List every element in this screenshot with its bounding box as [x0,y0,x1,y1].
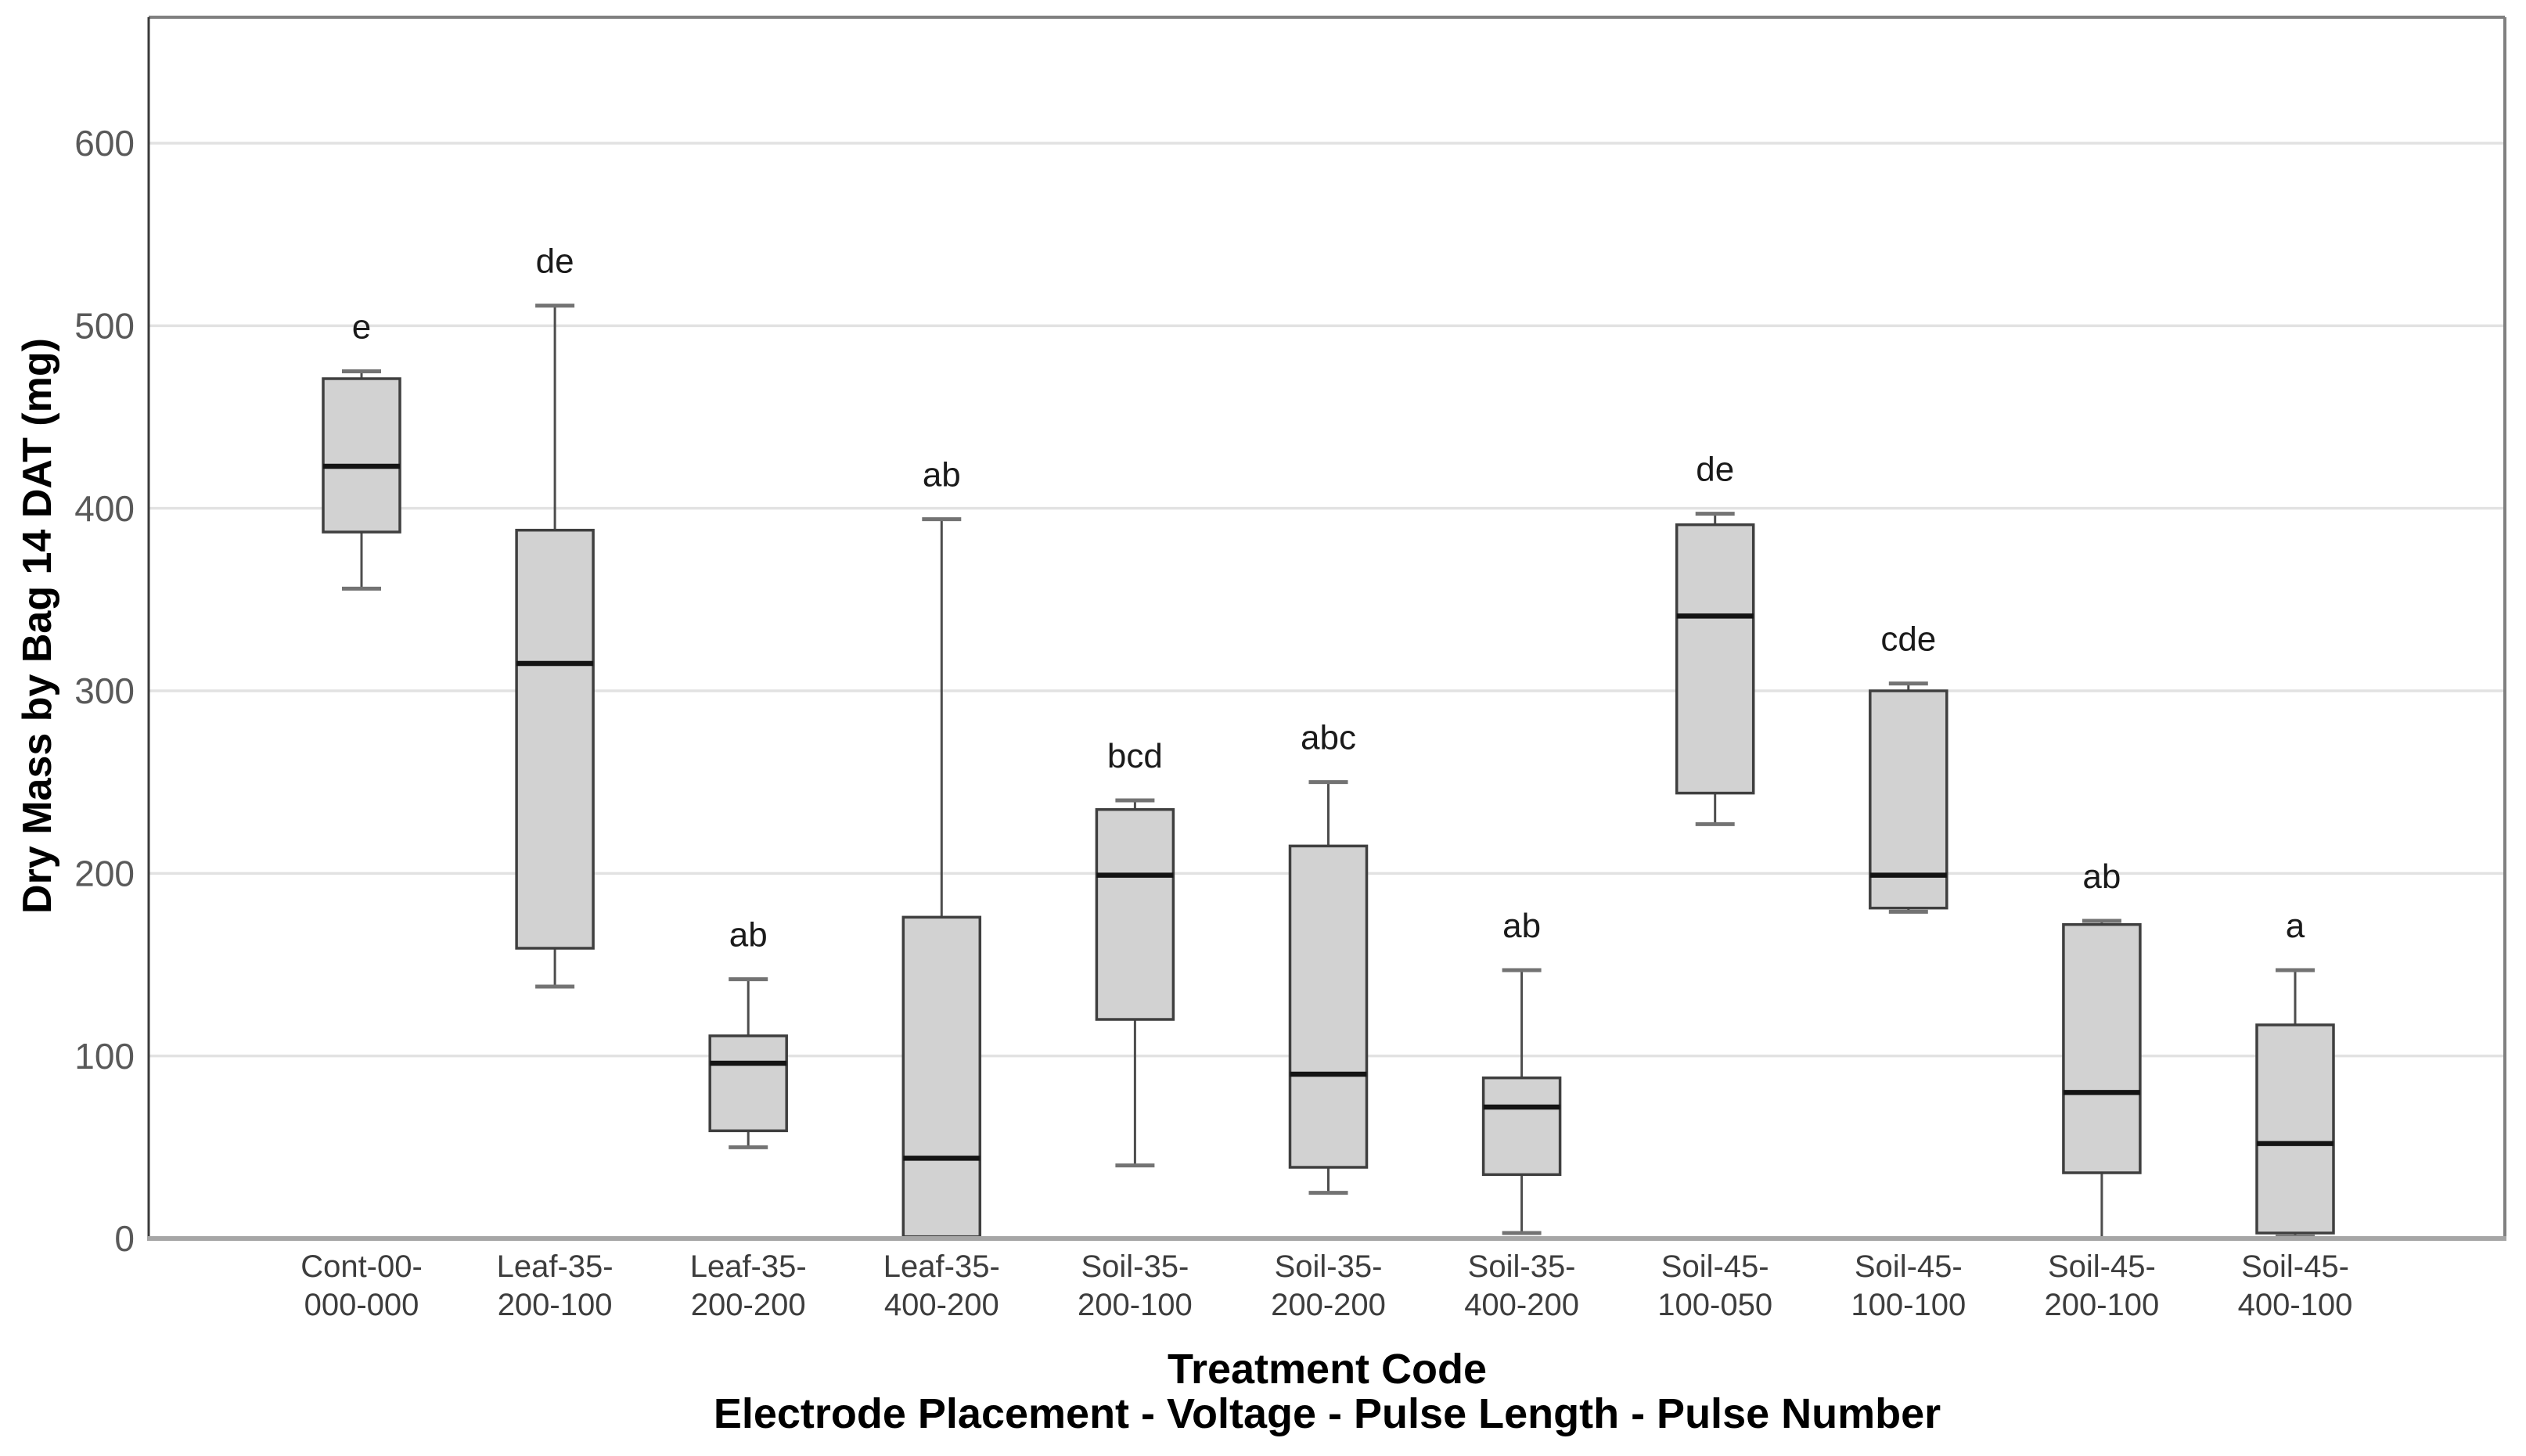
box-Soil-35-200-100 [1095,807,1175,1021]
box-Cont-00-000-000 [322,377,401,534]
significance-letter-ab: ab [729,916,768,954]
category-label-line1: Soil-45- [2048,1249,2156,1284]
category-label-line2: 400-200 [884,1288,999,1322]
significance-letter-e: e [352,308,371,347]
category-label-line1: Soil-35- [1468,1249,1576,1284]
box-Soil-45-100-100 [1869,689,1948,910]
category-label-line2: 200-200 [691,1288,806,1322]
x-axis-title: Treatment Code [1167,1346,1488,1393]
box-Soil-35-200-200 [1288,844,1369,1169]
box-Soil-45-400-100 [2255,1023,2335,1235]
box-Leaf-35-400-200 [901,915,982,1238]
box-Leaf-35-200-200 [708,1034,788,1133]
category-label-line1: Soil-35- [1081,1249,1189,1284]
y-axis-title: Dry Mass by Bag 14 DAT (mg) [15,338,60,914]
category-label-line2: 200-100 [1078,1288,1193,1322]
box-Leaf-35-200-100 [515,528,595,950]
category-label-line1: Soil-45- [2241,1249,2349,1284]
category-label-line1: Leaf-35- [883,1249,1000,1284]
x-axis-title-block: Treatment Code Electrode Placement - Vol… [149,1347,2506,1436]
category-label-line2: 100-050 [1657,1288,1772,1322]
significance-letter-de: de [536,243,574,281]
significance-letter-de: de [1696,451,1734,489]
y-tick-label-200: 200 [74,853,135,893]
box-Soil-35-400-200 [1481,1076,1562,1177]
category-label-line2: 400-100 [2238,1288,2353,1322]
y-tick-label-500: 500 [74,305,135,346]
significance-letter-ab: ab [1502,907,1541,945]
category-label-line2: 100-100 [1851,1288,1966,1322]
category-label-line1: Leaf-35- [690,1249,807,1284]
x-axis-subtitle: Electrode Placement - Voltage - Pulse Le… [713,1390,1941,1437]
significance-letter-bcd: bcd [1107,737,1163,775]
category-label-line2: 400-200 [1464,1288,1579,1322]
box-Soil-45-200-100 [2062,922,2142,1174]
category-label-line1: Leaf-35- [497,1249,614,1284]
box-Soil-45-100-050 [1675,523,1755,795]
y-tick-label-0: 0 [114,1218,135,1259]
significance-letter-cde: cde [1880,620,1936,659]
category-label-line1: Soil-35- [1275,1249,1383,1284]
category-label-line2: 200-100 [2045,1288,2160,1322]
category-label-line2: 200-100 [498,1288,613,1322]
category-label-line1: Soil-45- [1661,1249,1769,1284]
significance-letter-a: a [2286,907,2305,945]
category-label-line1: Cont-00- [300,1249,423,1284]
y-tick-label-600: 600 [74,123,135,164]
category-label-line1: Soil-45- [1855,1249,1963,1284]
category-label-line2: 200-200 [1271,1288,1386,1322]
significance-letter-ab: ab [2082,857,2121,896]
y-tick-label-400: 400 [74,488,135,529]
significance-letter-ab: ab [923,456,961,494]
y-tick-label-100: 100 [74,1036,135,1077]
y-tick-label-300: 300 [74,670,135,711]
significance-letter-abc: abc [1301,719,1356,757]
category-label-line2: 000-000 [304,1288,419,1322]
